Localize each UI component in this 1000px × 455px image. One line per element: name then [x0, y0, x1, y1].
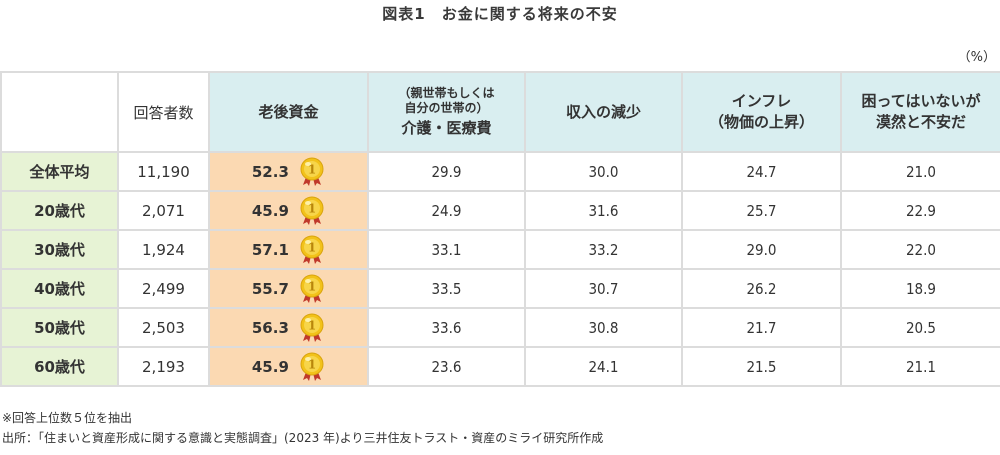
value-cell: 29.0 — [681, 229, 842, 270]
retirement-funds-cell: 45.9 1 — [208, 190, 369, 231]
col-header-label: 収入の減少 — [565, 102, 641, 121]
retirement-funds-cell: 52.3 1 — [208, 151, 369, 192]
gold-medal-icon: 1 — [300, 157, 324, 186]
value-cell: 20.5 — [840, 307, 1000, 348]
col-header-label: 介護・医療費 — [401, 118, 492, 137]
row-label: 60歳代 — [0, 346, 119, 387]
value-cell: 33.2 — [524, 229, 683, 270]
col-header-label: 老後資金 — [258, 102, 319, 121]
retirement-funds-cell: 45.9 1 — [208, 346, 369, 387]
retirement-funds-cell: 57.1 1 — [208, 229, 369, 270]
value-cell: 31.6 — [524, 190, 683, 231]
value-cell: 30.8 — [524, 307, 683, 348]
col-header-line1: インフレ — [731, 92, 792, 110]
source-note: 出所：「住まいと資産形成に関する意識と実態調査」(2023 年)より三井住友トラ… — [2, 431, 604, 445]
col-header-line1: 困ってはいないが — [861, 92, 981, 110]
corner-cell — [0, 71, 119, 153]
col-header-care-medical: （親世帯もしくは 自分の世帯の） 介護・医療費 — [367, 71, 526, 153]
value: 56.3 — [251, 318, 289, 337]
gold-medal-icon: 1 — [300, 352, 324, 381]
footnote: ※回答上位数５位を抽出 — [2, 411, 133, 425]
col-header-income-decrease: 収入の減少 — [524, 71, 683, 153]
anxiety-table: 回答者数 老後資金 （親世帯もしくは 自分の世帯の） 介護・医療費 収入の減少 … — [0, 71, 1000, 387]
row-label: 50歳代 — [0, 307, 119, 348]
gold-medal-icon: 1 — [300, 196, 324, 225]
table-row: 50歳代 2,503 56.3 1 33.6 30.8 21.7 20.5 — [0, 307, 1000, 348]
value-cell: 33.5 — [367, 268, 526, 309]
value-cell: 33.1 — [367, 229, 526, 270]
chart-title: 図表1 お金に関する将来の不安 — [382, 5, 618, 23]
value: 55.7 — [251, 279, 289, 298]
table-row: 全体平均 11,190 52.3 1 29.9 30.0 24.7 21.0 — [0, 151, 1000, 192]
svg-text:1: 1 — [308, 201, 316, 215]
col-header-retirement-funds: 老後資金 — [208, 71, 369, 153]
row-label: 20歳代 — [0, 190, 119, 231]
row-label: 40歳代 — [0, 268, 119, 309]
table-row: 60歳代 2,193 45.9 1 23.6 24.1 21.5 21.1 — [0, 346, 1000, 387]
col-header-inflation: インフレ （物価の上昇） — [681, 71, 842, 153]
row-label: 全体平均 — [0, 151, 119, 192]
svg-text:1: 1 — [308, 162, 316, 176]
gold-medal-icon: 1 — [300, 274, 324, 303]
col-header-sub1: （親世帯もしくは — [398, 85, 495, 100]
svg-text:1: 1 — [308, 240, 316, 254]
respondents-header: 回答者数 — [117, 71, 210, 153]
table-row: 40歳代 2,499 55.7 1 33.5 30.7 26.2 18.9 — [0, 268, 1000, 309]
value-cell: 22.0 — [840, 229, 1000, 270]
svg-text:1: 1 — [308, 318, 316, 332]
value-cell: 33.6 — [367, 307, 526, 348]
svg-text:1: 1 — [308, 279, 316, 293]
unit-label: （%） — [957, 50, 996, 65]
col-header-line2: （物価の上昇） — [708, 113, 814, 131]
value-cell: 18.9 — [840, 268, 1000, 309]
value-cell: 23.6 — [367, 346, 526, 387]
col-header-sub2: 自分の世帯の） — [404, 100, 489, 115]
value-cell: 26.2 — [681, 268, 842, 309]
notes: ※回答上位数５位を抽出 出所：「住まいと資産形成に関する意識と実態調査」(202… — [2, 408, 603, 448]
value-cell: 21.7 — [681, 307, 842, 348]
value-cell: 30.0 — [524, 151, 683, 192]
respondent-count: 2,503 — [117, 307, 210, 348]
table-row: 20歳代 2,071 45.9 1 24.9 31.6 25.7 22.9 — [0, 190, 1000, 231]
value-cell: 24.7 — [681, 151, 842, 192]
value-cell: 22.9 — [840, 190, 1000, 231]
value-cell: 24.9 — [367, 190, 526, 231]
value-cell: 21.5 — [681, 346, 842, 387]
retirement-funds-cell: 56.3 1 — [208, 307, 369, 348]
retirement-funds-cell: 55.7 1 — [208, 268, 369, 309]
value-cell: 24.1 — [524, 346, 683, 387]
value-cell: 25.7 — [681, 190, 842, 231]
gold-medal-icon: 1 — [300, 235, 324, 264]
col-header-vague-anxiety: 困ってはいないが 漠然と不安だ — [840, 71, 1000, 153]
svg-text:1: 1 — [308, 357, 316, 371]
col-header-line2: 漠然と不安だ — [875, 113, 966, 131]
gold-medal-icon: 1 — [300, 313, 324, 342]
respondent-count: 2,499 — [117, 268, 210, 309]
respondent-count: 2,071 — [117, 190, 210, 231]
table-row: 30歳代 1,924 57.1 1 33.1 33.2 29.0 22.0 — [0, 229, 1000, 270]
value: 52.3 — [251, 162, 289, 181]
value: 45.9 — [251, 357, 289, 376]
value-cell: 21.0 — [840, 151, 1000, 192]
respondent-count: 1,924 — [117, 229, 210, 270]
value-cell: 30.7 — [524, 268, 683, 309]
respondent-count: 11,190 — [117, 151, 210, 192]
header-row: 回答者数 老後資金 （親世帯もしくは 自分の世帯の） 介護・医療費 収入の減少 … — [0, 71, 1000, 153]
value-cell: 29.9 — [367, 151, 526, 192]
row-label: 30歳代 — [0, 229, 119, 270]
value: 45.9 — [251, 201, 289, 220]
respondent-count: 2,193 — [117, 346, 210, 387]
value-cell: 21.1 — [840, 346, 1000, 387]
value: 57.1 — [251, 240, 289, 259]
